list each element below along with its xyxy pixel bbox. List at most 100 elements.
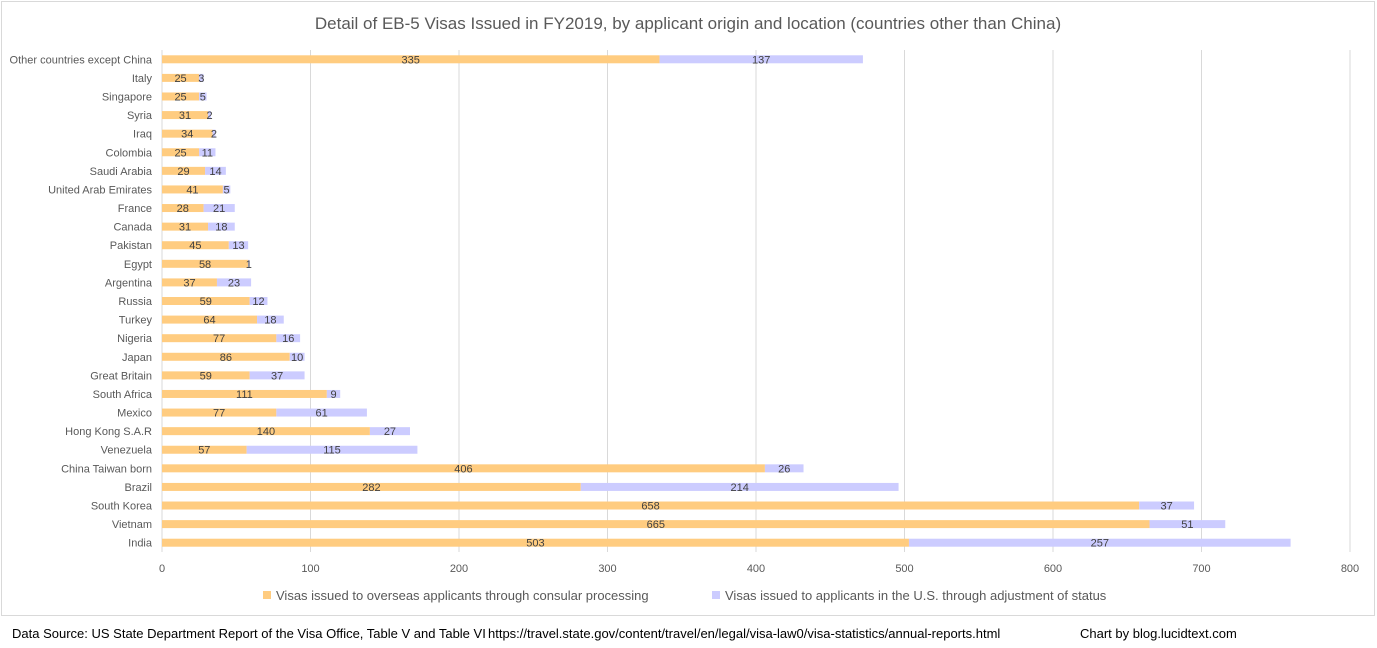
bar-adjustment	[326, 389, 341, 398]
data-label: 64	[203, 315, 215, 327]
bar-adjustment	[257, 315, 284, 324]
data-label: 214	[730, 482, 748, 494]
bar-consular	[162, 185, 223, 194]
category-labels: Other countries except China Italy Singapo…	[10, 54, 153, 549]
bar-consular	[162, 445, 247, 454]
x-tick-label: 300	[598, 563, 616, 575]
category-label: Nigeria	[117, 333, 153, 345]
category-label: China Taiwan born	[61, 463, 152, 475]
data-label: 12	[252, 296, 264, 308]
category-label: Colombia	[106, 147, 153, 159]
category-label: South Korea	[91, 501, 153, 513]
data-label: 31	[179, 222, 191, 234]
category-label: United Arab Emirates	[48, 184, 152, 196]
data-label: 37	[271, 370, 283, 382]
data-label: 29	[177, 166, 189, 178]
legend: Visas issued to overseas applicants thro…	[263, 588, 1107, 603]
data-label: 58	[199, 259, 211, 271]
data-label: 59	[200, 370, 212, 382]
data-label: 111	[236, 389, 253, 401]
legend-swatch-adjustment	[712, 591, 720, 599]
bar-consular	[162, 148, 200, 157]
category-label: India	[128, 538, 153, 550]
bar-consular	[162, 204, 204, 213]
bar-adjustment	[580, 482, 899, 491]
data-label: 137	[752, 54, 770, 66]
category-label: Argentina	[105, 277, 153, 289]
category-label: Turkey	[119, 315, 153, 327]
data-label: 28	[177, 203, 189, 215]
bar-consular	[162, 222, 209, 231]
bar-adjustment	[208, 222, 235, 231]
bar-consular	[162, 55, 660, 64]
bar-consular	[162, 73, 200, 82]
data-label: 14	[209, 166, 221, 178]
data-label: 5	[200, 91, 206, 103]
x-tick-label: 600	[1044, 563, 1062, 575]
bar-adjustment	[203, 204, 235, 213]
bar-adjustment	[659, 55, 863, 64]
data-label: 23	[228, 277, 240, 289]
data-label: 5	[224, 184, 230, 196]
data-label: 282	[362, 482, 380, 494]
data-label: 335	[402, 54, 420, 66]
category-label: Mexico	[117, 408, 152, 420]
gridlines	[161, 50, 1351, 552]
chart-svg: Detail of EB-5 Visas Issued in FY2019, b…	[10, 14, 1360, 603]
data-label: 25	[174, 91, 186, 103]
data-label: 59	[200, 296, 212, 308]
category-label: France	[118, 203, 152, 215]
bar-consular	[162, 482, 581, 491]
category-label: Japan	[122, 352, 152, 364]
bar-consular	[162, 389, 327, 398]
category-label: Saudi Arabia	[90, 166, 153, 178]
bar-adjustment	[246, 445, 418, 454]
bar-consular	[162, 408, 277, 417]
data-label: 21	[213, 203, 225, 215]
data-source-text: Data Source: US State Department Report …	[12, 626, 486, 641]
bar-adjustment	[228, 241, 249, 250]
data-label: 37	[183, 277, 195, 289]
bar-adjustment	[248, 259, 250, 268]
category-label: Other countries except China	[10, 54, 153, 66]
bar-adjustment	[276, 408, 367, 417]
bar-adjustment	[199, 92, 207, 101]
legend-label-consular: Visas issued to overseas applicants thro…	[276, 588, 649, 603]
data-label: 57	[198, 445, 210, 457]
category-label: Syria	[127, 110, 153, 122]
data-label: 41	[186, 184, 198, 196]
data-label: 665	[647, 519, 665, 531]
bar-adjustment	[212, 129, 216, 138]
bar-consular	[162, 427, 370, 436]
bar-consular	[162, 464, 765, 473]
data-label: 13	[232, 240, 244, 252]
data-label: 140	[257, 426, 275, 438]
data-label: 115	[323, 445, 341, 457]
chart-area	[1, 1, 1375, 616]
bar-consular	[162, 334, 277, 343]
data-label: 10	[291, 352, 303, 364]
bar-consular	[162, 297, 250, 305]
data-label: 2	[206, 110, 212, 122]
bar-adjustment	[1139, 501, 1195, 510]
data-label: 18	[215, 222, 227, 234]
category-label: Russia	[118, 296, 153, 308]
legend-swatch-consular	[263, 591, 271, 599]
bar-adjustment	[199, 73, 204, 82]
x-axis-ticks: 0 100 200 300 400 500 600 700 800	[159, 563, 1359, 575]
category-label: Singapore	[102, 91, 152, 103]
x-tick-label: 500	[895, 563, 913, 575]
data-label: 11	[202, 147, 213, 159]
category-label: Canada	[113, 222, 152, 234]
category-label: Hong Kong S.A.R	[65, 426, 152, 438]
category-label: Venezuela	[101, 445, 153, 457]
bar-adjustment	[369, 427, 410, 436]
bar-consular	[162, 278, 217, 287]
data-label: 18	[264, 315, 276, 327]
data-label: 25	[174, 147, 186, 159]
legend-label-adjustment: Visas issued to applicants in the U.S. t…	[725, 588, 1107, 603]
data-label: 16	[282, 333, 294, 345]
bar-consular	[162, 538, 909, 547]
x-tick-label: 700	[1192, 563, 1210, 575]
